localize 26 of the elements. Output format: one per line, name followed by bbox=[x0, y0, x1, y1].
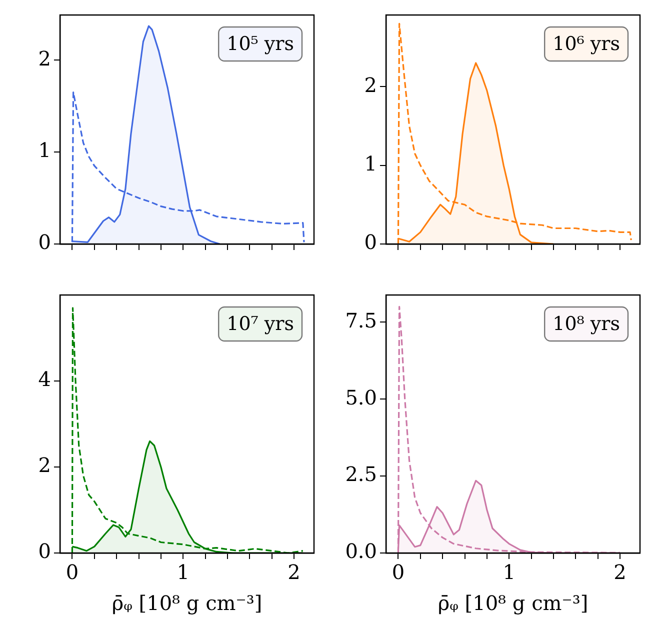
y-tick-label: 0.0 bbox=[345, 539, 377, 564]
x-tick-label: 2 bbox=[288, 560, 300, 584]
x-tick-label: 0 bbox=[66, 560, 79, 584]
y-tick-label: 1 bbox=[364, 152, 377, 176]
x-axis-title: ρ̄ᵩ [10⁸ g cm⁻³] bbox=[112, 591, 262, 616]
y-tick-label: 0 bbox=[364, 230, 377, 254]
y-tick-label: 1 bbox=[38, 138, 51, 162]
line-series bbox=[397, 22, 632, 244]
y-tick-label: 0 bbox=[38, 230, 51, 254]
y-tick-label: 2.5 bbox=[345, 462, 377, 486]
y-tick-label: 2 bbox=[38, 46, 51, 70]
annotation: 10⁷ yrs bbox=[226, 312, 294, 335]
x-tick-label: 1 bbox=[176, 560, 190, 584]
x-tick-label: 1 bbox=[502, 560, 516, 584]
y-tick-label: 2 bbox=[38, 453, 51, 478]
x-tick-label: 2 bbox=[614, 560, 626, 584]
x-axis-title: ρ̄ᵩ [10⁸ g cm⁻³] bbox=[438, 591, 588, 616]
y-tick-label: 0 bbox=[38, 539, 51, 564]
y-tick-label: 4 bbox=[38, 367, 51, 392]
y-tick-label: 5.0 bbox=[345, 385, 377, 410]
y-tick-label: 7.5 bbox=[345, 308, 377, 332]
y-tick-label: 2 bbox=[364, 72, 377, 97]
annotation: 10⁵ yrs bbox=[226, 32, 294, 55]
annotation: 10⁶ yrs bbox=[552, 32, 620, 55]
annotation: 10⁸ yrs bbox=[552, 312, 620, 335]
x-tick-label: 0 bbox=[392, 560, 405, 584]
